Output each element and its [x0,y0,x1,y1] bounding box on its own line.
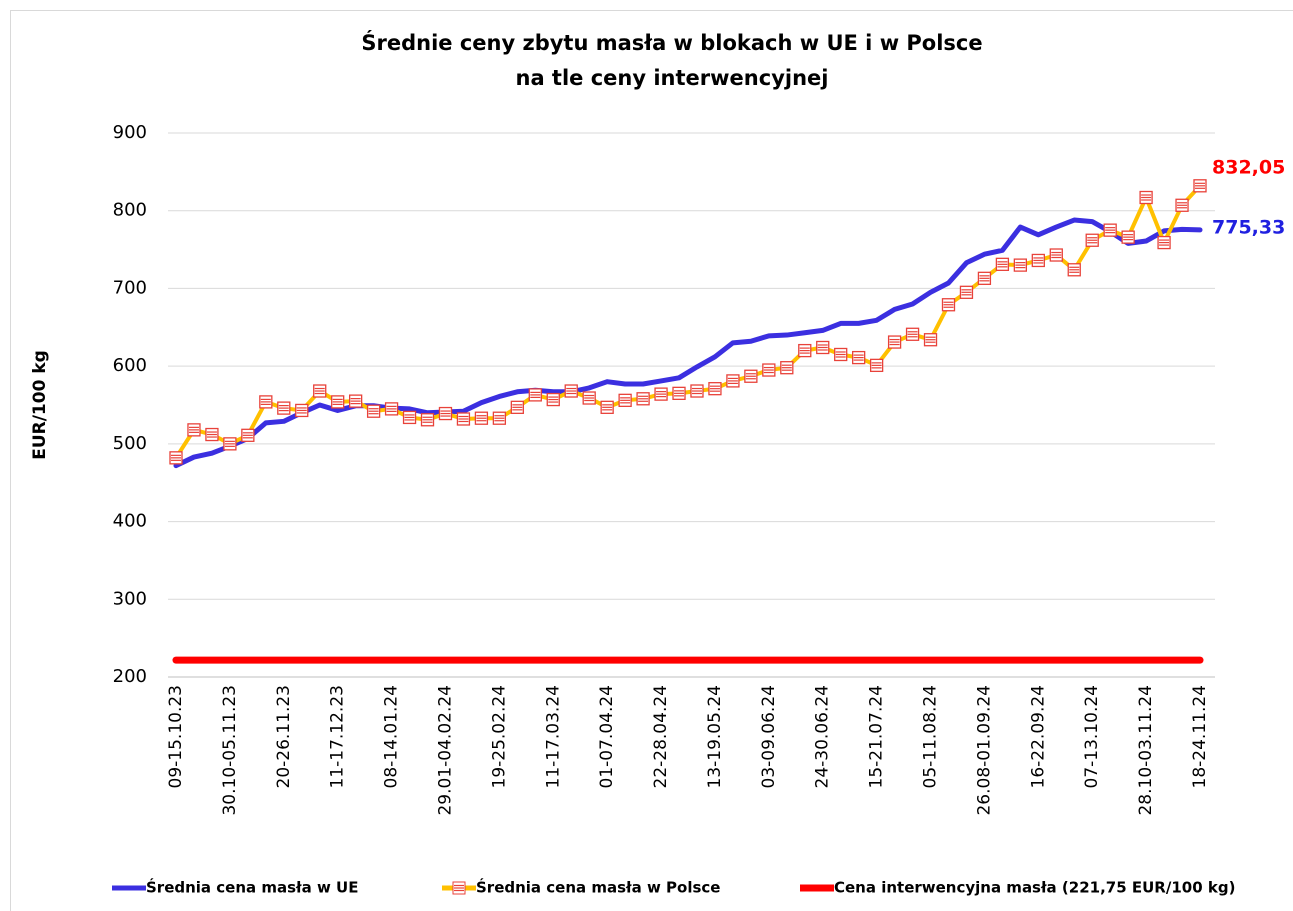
x-tick-label: 15-21.07.24 [867,685,887,788]
y-tick-label: 800 [113,200,147,221]
marker [1139,190,1153,205]
x-tick-label: 26.08-01.09.24 [974,685,994,816]
marker [636,392,650,406]
marker [1103,223,1117,237]
y-axis-label: EUR/100 kg [30,350,50,460]
marker [654,387,668,401]
marker [456,412,471,426]
data-label: 775,33 [1212,216,1285,238]
x-tick-label: 30.10-05.11.23 [220,685,240,816]
marker [528,388,542,402]
x-tick-label: 11-17.12.23 [328,685,348,788]
marker [384,402,399,416]
marker [959,285,974,299]
marker [762,363,776,377]
x-tick-label: 22-28.04.24 [651,685,671,788]
x-tick-label: 01-07.04.24 [597,685,617,788]
marker [690,384,704,398]
y-tick-label: 200 [113,666,147,687]
marker [169,451,183,465]
x-tick-label: 28.10-03.11.24 [1136,685,1156,816]
marker [402,410,417,425]
marker [869,358,884,373]
marker [744,369,758,383]
marker [187,423,201,437]
x-tick-label: 13-19.05.24 [705,685,725,788]
x-tick-label: 18-24.11.24 [1190,685,1210,788]
marker [798,343,812,358]
marker [474,411,489,425]
marker [887,335,902,349]
x-tick-label: 11-17.03.24 [543,685,563,788]
marker [923,333,938,347]
y-tick-label: 500 [113,433,147,454]
marker [618,393,632,407]
marker [331,395,345,409]
x-tick-label: 29.01-04.02.24 [435,685,455,816]
marker [941,298,956,312]
marker [205,427,219,442]
legend-label: Średnia cena masła w Polsce [476,878,720,897]
x-tick-label: 16-22.09.24 [1028,685,1048,788]
y-tick-label: 600 [113,355,147,376]
marker [438,406,453,421]
marker [259,395,273,409]
marker [1193,179,1207,193]
x-tick-label: 19-25.02.24 [489,685,509,788]
marker [708,382,722,396]
marker [1031,253,1045,268]
marker [348,394,363,408]
marker [977,271,992,285]
marker [852,350,866,365]
marker [366,404,381,418]
marker [1121,230,1135,244]
marker [1175,198,1189,212]
marker [905,327,920,341]
marker [1067,263,1081,277]
series-line [174,183,1202,460]
marker [995,257,1010,271]
marker [1085,233,1099,247]
legend-label: Cena interwencyjna masła (221,75 EUR/100… [834,879,1235,897]
y-tick-label: 900 [113,122,147,143]
x-tick-label: 03-09.06.24 [759,685,779,788]
marker [780,361,794,375]
marker [1049,248,1063,262]
marker [546,392,560,407]
y-tick-label: 700 [113,277,147,298]
marker [223,437,237,451]
x-tick-label: 08-14.01.24 [382,685,402,788]
marker [510,400,524,414]
data-label: 832,05 [1212,156,1285,178]
x-tick-label: 07-13.10.24 [1082,685,1102,788]
marker [582,391,596,405]
marker [564,384,578,398]
marker [295,403,309,418]
chart-title: Średnie ceny zbytu masła w blokach w UE … [361,30,982,55]
legend-label: Średnia cena masła w UE [146,878,358,897]
x-tick-label: 20-26.11.23 [274,685,294,788]
marker [1157,235,1171,250]
marker [600,400,614,414]
marker [277,401,291,415]
marker [420,413,435,427]
chart-frame [10,10,1293,911]
marker [816,340,830,355]
marker [1013,258,1028,272]
x-tick-label: 24-30.06.24 [813,685,833,788]
marker [672,386,686,400]
marker [313,384,327,398]
chart-title: na tle ceny interwencyjnej [516,66,829,90]
y-tick-label: 300 [113,588,147,609]
marker [834,347,848,362]
x-tick-label: 05-11.08.24 [921,685,941,788]
marker [492,411,507,425]
marker [241,428,255,442]
marker [726,374,740,388]
series-line [173,217,1203,469]
x-tick-label: 09-15.10.23 [166,685,186,788]
y-tick-label: 400 [113,511,147,532]
